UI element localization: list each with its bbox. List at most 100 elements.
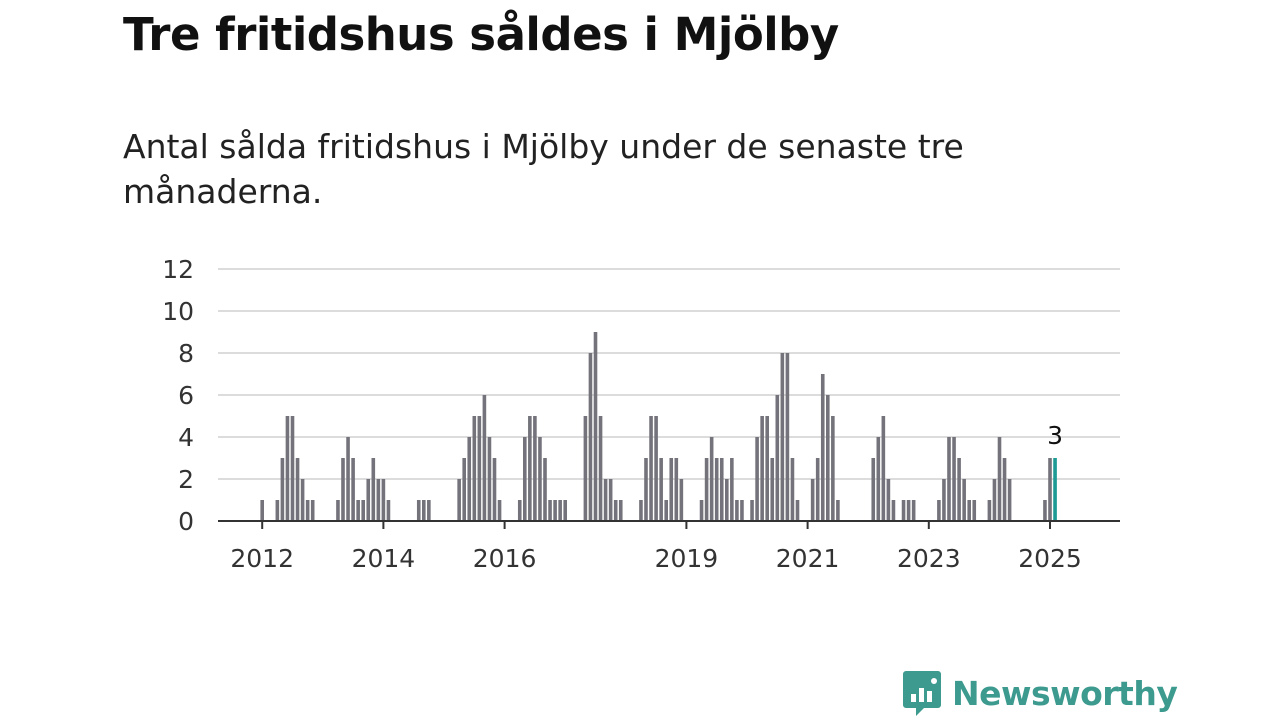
highlight-data-label: 3 — [1047, 421, 1063, 450]
bar — [836, 500, 840, 521]
y-tick-label: 10 — [162, 297, 194, 326]
x-tick-label: 2025 — [1018, 544, 1082, 573]
bar — [275, 500, 280, 521]
bar — [664, 500, 668, 521]
y-tick-label: 4 — [178, 423, 194, 452]
x-axis: 2012 2014 2016 2019 2021 2023 2025 — [218, 520, 1120, 573]
bar — [765, 416, 769, 521]
bar — [608, 479, 613, 521]
bar — [679, 479, 684, 521]
bars — [260, 332, 1057, 521]
bar — [351, 458, 355, 521]
bar — [462, 458, 466, 521]
bar — [305, 500, 310, 521]
x-tick-label: 2014 — [352, 544, 416, 573]
bar — [533, 416, 537, 521]
bar — [901, 500, 906, 521]
bar — [487, 437, 492, 521]
bar — [300, 479, 305, 521]
bar — [639, 500, 643, 521]
bar — [952, 437, 956, 521]
y-axis-ticks: 0 2 4 6 8 10 12 — [162, 255, 194, 536]
y-tick-label: 0 — [178, 507, 194, 536]
bar — [285, 416, 290, 521]
bar — [497, 500, 502, 521]
bar — [987, 500, 992, 521]
bar — [649, 416, 653, 521]
x-tick-label: 2021 — [776, 544, 840, 573]
bar — [674, 458, 679, 521]
bar — [371, 458, 376, 521]
bar — [523, 437, 527, 521]
bar — [618, 500, 623, 521]
bar — [755, 437, 759, 521]
bar — [750, 500, 754, 521]
bar — [548, 500, 552, 521]
brand-name: Newsworthy — [952, 673, 1178, 713]
bar — [735, 500, 739, 521]
bar — [260, 500, 264, 521]
bar — [598, 416, 603, 521]
bar — [820, 374, 825, 521]
bar — [381, 479, 386, 521]
y-tick-label: 6 — [178, 381, 194, 410]
bar — [947, 437, 951, 521]
bar — [906, 500, 911, 521]
bar — [346, 437, 350, 521]
bar — [366, 479, 371, 521]
bar — [492, 458, 497, 521]
bar — [477, 416, 482, 521]
bar — [310, 500, 315, 521]
bar — [760, 416, 764, 521]
bar — [780, 353, 785, 521]
bar — [881, 416, 886, 521]
bar — [457, 479, 461, 521]
bar — [386, 500, 391, 521]
bar — [669, 458, 674, 521]
gridlines — [218, 268, 1120, 480]
bar — [699, 500, 704, 521]
bar — [280, 458, 285, 521]
chart-title: Tre fritidshus såldes i Mjölby — [123, 8, 839, 61]
bar — [992, 479, 997, 521]
newsworthy-logo: Newsworthy — [902, 668, 1178, 718]
bar — [891, 500, 896, 521]
bar — [730, 458, 734, 521]
bar — [341, 458, 345, 521]
bar — [416, 500, 421, 521]
bar — [886, 479, 891, 521]
bar — [563, 500, 567, 521]
bar — [659, 458, 663, 521]
bar — [962, 479, 966, 521]
x-tick-label: 2012 — [230, 544, 294, 573]
bar — [770, 458, 775, 521]
bar — [644, 458, 648, 521]
y-tick-label: 12 — [162, 255, 194, 284]
bar — [709, 437, 714, 521]
bar — [290, 416, 295, 521]
bar — [810, 479, 815, 521]
bar — [528, 416, 532, 521]
y-tick-label: 2 — [178, 465, 194, 494]
bar — [942, 479, 946, 521]
bar — [714, 458, 719, 521]
bar — [295, 458, 300, 521]
chart-subtitle: Antal sålda fritidshus i Mjölby under de… — [123, 127, 964, 211]
bar — [719, 458, 724, 521]
bar — [795, 500, 800, 521]
bar — [553, 500, 557, 521]
bar — [603, 479, 608, 521]
bar — [871, 458, 876, 521]
bar — [593, 332, 598, 521]
bar — [815, 458, 820, 521]
bar — [972, 500, 977, 521]
bar — [967, 500, 971, 521]
bar — [704, 458, 709, 521]
bar — [911, 500, 916, 521]
bar — [725, 479, 729, 521]
bar — [538, 437, 542, 521]
y-tick-label: 8 — [178, 339, 194, 368]
bar-highlight — [1053, 458, 1057, 521]
bar — [1048, 458, 1052, 521]
bar — [613, 500, 618, 521]
